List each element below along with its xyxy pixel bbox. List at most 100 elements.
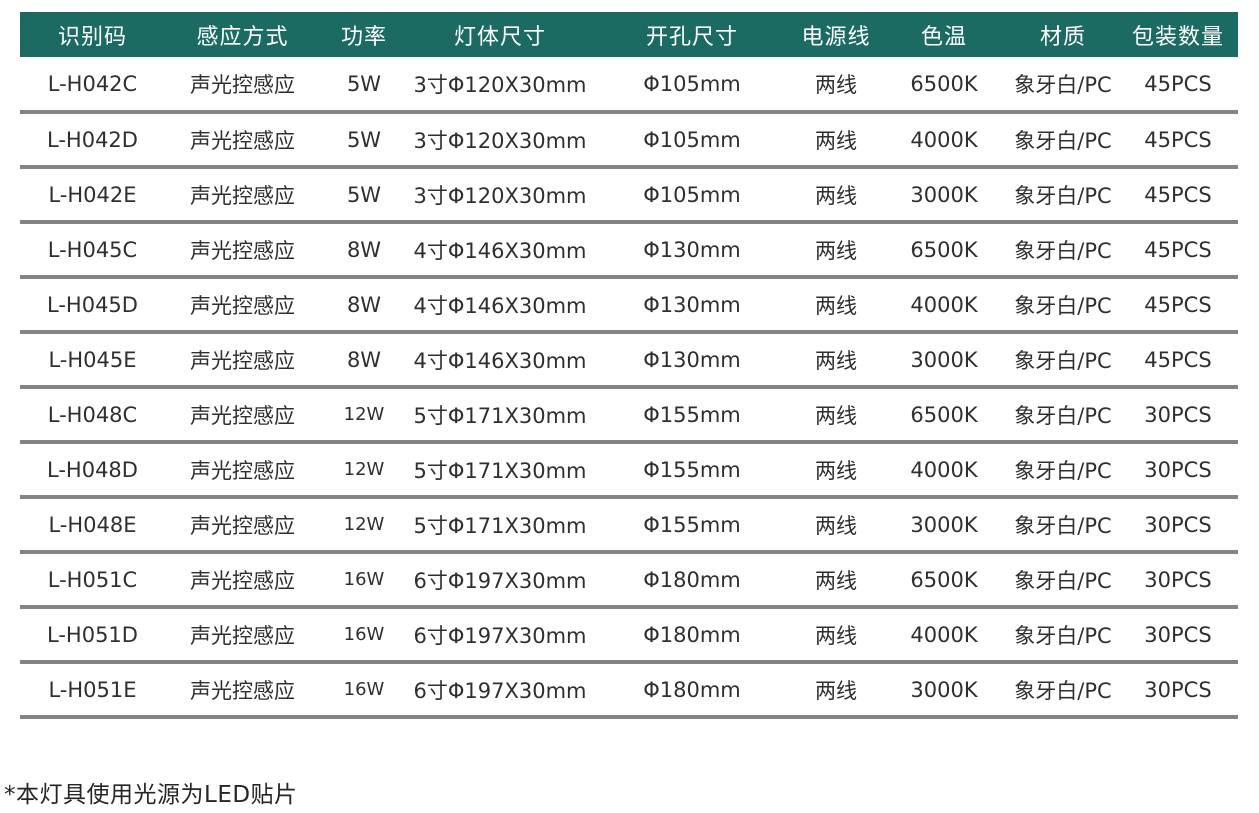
cell-body-size: 5寸Φ171X30mm <box>408 442 592 499</box>
cell-power-cord: 两线 <box>792 167 880 224</box>
column-header-power: 功率 <box>320 12 408 57</box>
cell-material: 象牙白/PC <box>1008 167 1118 224</box>
cell-pack-qty: 30PCS <box>1118 552 1238 609</box>
cell-hole-size: Φ130mm <box>592 222 792 279</box>
cell-hole-size: Φ105mm <box>592 167 792 224</box>
cell-body-size: 3寸Φ120X30mm <box>408 167 592 224</box>
column-header-sensing: 感应方式 <box>165 12 320 57</box>
table-row: L-H048E 声光控感应 12W 5寸Φ171X30mm Φ155mm 两线 3000K 象… <box>20 497 1238 554</box>
cell-body-size: 6寸Φ197X30mm <box>408 662 592 719</box>
cell-pack-qty: 30PCS <box>1118 442 1238 499</box>
cell-sensing: 声光控感应 <box>165 607 320 664</box>
cell-id: L-H045E <box>20 332 165 389</box>
cell-pack-qty: 45PCS <box>1118 332 1238 389</box>
cell-power: 8W <box>320 277 408 334</box>
cell-body-size: 6寸Φ197X30mm <box>408 607 592 664</box>
table-row: L-H042D 声光控感应 5W 3寸Φ120X30mm Φ105mm 两线 4000K 象牙… <box>20 112 1238 169</box>
column-header-pack-qty: 包装数量 <box>1118 12 1238 57</box>
cell-material: 象牙白/PC <box>1008 277 1118 334</box>
cell-id: L-H051D <box>20 607 165 664</box>
cell-color-temp: 6500K <box>880 57 1008 114</box>
table-row: L-H048C 声光控感应 12W 5寸Φ171X30mm Φ155mm 两线 6500K 象… <box>20 387 1238 444</box>
cell-hole-size: Φ155mm <box>592 497 792 554</box>
column-header-color-temp: 色温 <box>880 12 1008 57</box>
cell-sensing: 声光控感应 <box>165 662 320 719</box>
cell-id: L-H042D <box>20 112 165 169</box>
cell-pack-qty: 30PCS <box>1118 607 1238 664</box>
table-row: L-H042E 声光控感应 5W 3寸Φ120X30mm Φ105mm 两线 3000K 象牙… <box>20 167 1238 224</box>
cell-pack-qty: 45PCS <box>1118 57 1238 114</box>
table-row: L-H051C 声光控感应 16W 6寸Φ197X30mm Φ180mm 两线 6500K 象… <box>20 552 1238 609</box>
cell-sensing: 声光控感应 <box>165 222 320 279</box>
cell-sensing: 声光控感应 <box>165 167 320 224</box>
cell-body-size: 3寸Φ120X30mm <box>408 112 592 169</box>
cell-power: 8W <box>320 332 408 389</box>
cell-body-size: 4寸Φ146X30mm <box>408 277 592 334</box>
cell-power: 12W <box>320 497 408 554</box>
cell-power-cord: 两线 <box>792 552 880 609</box>
cell-hole-size: Φ155mm <box>592 442 792 499</box>
cell-material: 象牙白/PC <box>1008 607 1118 664</box>
header-row: 识别码 感应方式 功率 灯体尺寸 开孔尺寸 电源线 色温 材质 包装数量 <box>20 12 1238 57</box>
table-row: L-H051E 声光控感应 16W 6寸Φ197X30mm Φ180mm 两线 3000K 象… <box>20 662 1238 719</box>
table-header: 识别码 感应方式 功率 灯体尺寸 开孔尺寸 电源线 色温 材质 包装数量 <box>20 12 1238 57</box>
cell-sensing: 声光控感应 <box>165 497 320 554</box>
column-header-material: 材质 <box>1008 12 1118 57</box>
cell-id: L-H051E <box>20 662 165 719</box>
column-header-body-size: 灯体尺寸 <box>408 12 592 57</box>
cell-hole-size: Φ180mm <box>592 662 792 719</box>
cell-material: 象牙白/PC <box>1008 112 1118 169</box>
table-row: L-H051D 声光控感应 16W 6寸Φ197X30mm Φ180mm 两线 4000K 象… <box>20 607 1238 664</box>
cell-power-cord: 两线 <box>792 662 880 719</box>
cell-body-size: 4寸Φ146X30mm <box>408 332 592 389</box>
cell-hole-size: Φ180mm <box>592 552 792 609</box>
cell-body-size: 6寸Φ197X30mm <box>408 552 592 609</box>
table-row: L-H045C 声光控感应 8W 4寸Φ146X30mm Φ130mm 两线 6500K 象牙… <box>20 222 1238 279</box>
cell-color-temp: 6500K <box>880 387 1008 444</box>
cell-pack-qty: 45PCS <box>1118 277 1238 334</box>
cell-hole-size: Φ155mm <box>592 387 792 444</box>
cell-power: 5W <box>320 57 408 114</box>
footnote: *本灯具使用光源为LED贴片 <box>4 782 298 808</box>
cell-sensing: 声光控感应 <box>165 112 320 169</box>
cell-power: 5W <box>320 112 408 169</box>
cell-power-cord: 两线 <box>792 497 880 554</box>
cell-hole-size: Φ105mm <box>592 57 792 114</box>
cell-id: L-H048D <box>20 442 165 499</box>
cell-sensing: 声光控感应 <box>165 332 320 389</box>
column-header-id: 识别码 <box>20 12 165 57</box>
cell-power: 12W <box>320 387 408 444</box>
cell-color-temp: 4000K <box>880 277 1008 334</box>
product-spec-table: 识别码 感应方式 功率 灯体尺寸 开孔尺寸 电源线 色温 材质 包装数量 L-H042C 声光控感… <box>20 12 1238 719</box>
cell-id: L-H045D <box>20 277 165 334</box>
cell-id: L-H045C <box>20 222 165 279</box>
cell-power-cord: 两线 <box>792 332 880 389</box>
cell-pack-qty: 30PCS <box>1118 387 1238 444</box>
cell-power: 16W <box>320 662 408 719</box>
cell-color-temp: 6500K <box>880 552 1008 609</box>
cell-pack-qty: 30PCS <box>1118 497 1238 554</box>
cell-pack-qty: 45PCS <box>1118 112 1238 169</box>
cell-body-size: 5寸Φ171X30mm <box>408 387 592 444</box>
cell-pack-qty: 45PCS <box>1118 167 1238 224</box>
cell-power-cord: 两线 <box>792 442 880 499</box>
cell-power: 16W <box>320 607 408 664</box>
table-row: L-H045E 声光控感应 8W 4寸Φ146X30mm Φ130mm 两线 3000K 象牙… <box>20 332 1238 389</box>
cell-hole-size: Φ180mm <box>592 607 792 664</box>
cell-color-temp: 4000K <box>880 607 1008 664</box>
cell-power: 8W <box>320 222 408 279</box>
cell-power-cord: 两线 <box>792 387 880 444</box>
cell-power: 16W <box>320 552 408 609</box>
cell-id: L-H042E <box>20 167 165 224</box>
cell-material: 象牙白/PC <box>1008 442 1118 499</box>
cell-pack-qty: 30PCS <box>1118 662 1238 719</box>
cell-sensing: 声光控感应 <box>165 57 320 114</box>
cell-power: 12W <box>320 442 408 499</box>
cell-sensing: 声光控感应 <box>165 277 320 334</box>
cell-color-temp: 3000K <box>880 332 1008 389</box>
cell-power-cord: 两线 <box>792 607 880 664</box>
cell-power: 5W <box>320 167 408 224</box>
cell-body-size: 4寸Φ146X30mm <box>408 222 592 279</box>
cell-sensing: 声光控感应 <box>165 387 320 444</box>
